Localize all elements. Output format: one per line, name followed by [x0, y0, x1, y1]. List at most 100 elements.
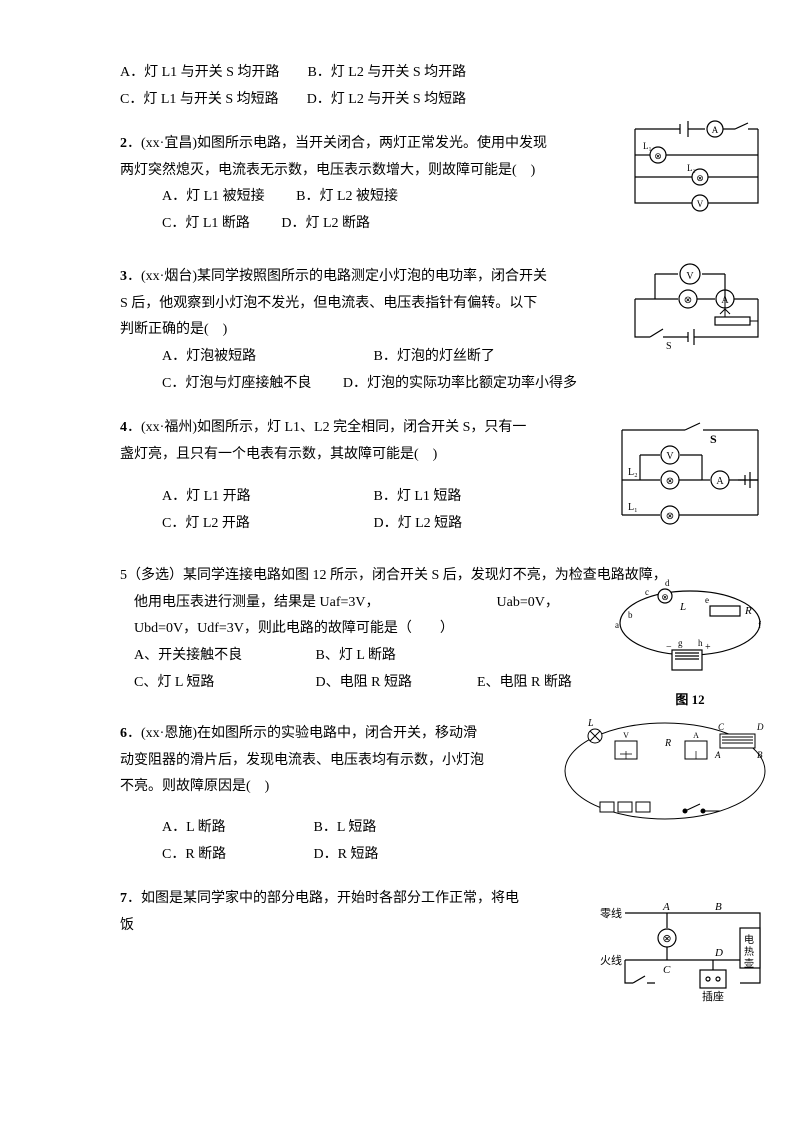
- svg-text:e: e: [705, 595, 709, 605]
- q5-stem-1: （多选）某同学连接电路如图 12 所示，闭合开关 S 后，发现灯不亮，为检查电路…: [127, 568, 667, 583]
- svg-text:⊗: ⊗: [666, 511, 674, 522]
- svg-text:f: f: [758, 620, 761, 630]
- q7-stem: ．如图是某同学家中的部分电路，开始时各部分工作正常，将电饭: [120, 891, 519, 933]
- q2-num: 2: [120, 136, 127, 151]
- q4-stem: ．(xx·福州)如图所示，灯 L1、L2 完全相同，闭合开关 S，只有一盏灯亮，…: [120, 420, 526, 462]
- svg-text:R: R: [744, 605, 752, 617]
- question-1-options: A．灯 L1 与开关 S 均开路 B．灯 L2 与开关 S 均开路 C．灯 L1…: [120, 60, 740, 113]
- q3-opt-c: C．灯泡与灯座接触不良: [162, 376, 311, 391]
- q5-opt-c: C、灯 L 短路: [134, 670, 284, 697]
- q6-opt-c: C．R 断路: [162, 842, 282, 869]
- svg-text:C: C: [663, 964, 671, 976]
- question-4: S V L₂ ⊗ A L₁ ⊗ 4．(xx·福州)如图所示，灯 L1、L2 完全…: [120, 415, 740, 545]
- q3-opt-a: A．灯泡被短路: [162, 344, 342, 371]
- svg-text:d: d: [665, 578, 670, 588]
- q5-opt-d: D、电阻 R 短路: [316, 670, 446, 697]
- svg-text:A: A: [662, 901, 670, 913]
- svg-text:V: V: [623, 731, 629, 740]
- q6-stem: ．(xx·恩施)在如图所示的实验电路中，闭合开关，移动滑动变阻器的滑片后，发现电…: [120, 726, 484, 794]
- question-2: A ⊗ L₁ ⊗ L₂ V 2．(xx·宜昌)如图所示电路，当开关闭合，两灯正常…: [120, 131, 740, 246]
- q1-row2: C．灯 L1 与开关 S 均短路 D．灯 L2 与开关 S 均短路: [120, 87, 740, 114]
- q7-circuit-figure: 零线 A B 电 热 壶 ⊗ 火线 C D 插座: [595, 898, 770, 1003]
- svg-text:−: −: [666, 642, 672, 653]
- question-6: L V A R C D A B 6．(xx·恩施)在如图所示的实验电路中，闭合开…: [120, 721, 740, 868]
- svg-text:⊗: ⊗: [654, 151, 662, 161]
- svg-text:A: A: [712, 125, 719, 135]
- q4-opt-b: B．灯 L1 短路: [374, 489, 462, 504]
- svg-text:R: R: [664, 738, 671, 749]
- svg-text:B: B: [757, 750, 763, 760]
- q3-num: 3: [120, 269, 127, 284]
- svg-text:L₂: L₂: [628, 467, 638, 478]
- q1-row1: A．灯 L1 与开关 S 均开路 B．灯 L2 与开关 S 均开路: [120, 60, 740, 87]
- q2-opt-b: B．灯 L2 被短接: [296, 189, 398, 204]
- q3-opt-b: B．灯泡的灯丝断了: [374, 349, 495, 364]
- q7-num: 7: [120, 891, 127, 906]
- svg-text:零线: 零线: [600, 906, 622, 920]
- q5-circuit-figure: ⊗ d L c R e f a b − + g h 图 12: [610, 578, 770, 713]
- q6-opt-d: D．R 短路: [314, 847, 379, 862]
- q6-num: 6: [120, 726, 127, 741]
- svg-text:A: A: [716, 476, 724, 487]
- q1-opt-d: D．灯 L2 与开关 S 均短路: [307, 87, 466, 114]
- svg-text:S: S: [666, 341, 672, 352]
- q4-num: 4: [120, 420, 127, 435]
- svg-text:B: B: [715, 901, 722, 913]
- q4-opt-d: D．灯 L2 短路: [374, 516, 463, 531]
- svg-text:h: h: [698, 638, 703, 648]
- svg-text:⊗: ⊗: [666, 476, 674, 487]
- svg-text:电: 电: [744, 933, 754, 946]
- svg-text:热: 热: [744, 945, 754, 958]
- svg-text:V: V: [686, 271, 694, 282]
- q6-circuit-figure: L V A R C D A B: [560, 716, 770, 831]
- svg-text:⊗: ⊗: [662, 933, 671, 945]
- q4-circuit-figure: S V L₂ ⊗ A L₁ ⊗: [610, 415, 770, 530]
- svg-text:+: +: [705, 642, 711, 653]
- svg-text:L₁: L₁: [628, 502, 638, 513]
- q6-opts-row2: C．R 断路 D．R 短路: [120, 842, 740, 869]
- svg-text:g: g: [678, 638, 683, 648]
- q1-opt-c: C．灯 L1 与开关 S 均短路: [120, 87, 279, 114]
- q2-circuit-figure: A ⊗ L₁ ⊗ L₂ V: [620, 111, 770, 221]
- q4-opt-a: A．灯 L1 开路: [162, 484, 342, 511]
- svg-text:壶: 壶: [744, 957, 754, 970]
- svg-text:A: A: [693, 731, 699, 740]
- question-7: 零线 A B 电 热 壶 ⊗ 火线 C D 插座 7．如图是某同学家中: [120, 886, 740, 996]
- q6-opt-a: A．L 断路: [162, 815, 282, 842]
- q5-stem-2: 他用电压表进行测量，结果是 Uaf=3V，: [134, 595, 380, 610]
- svg-text:⊗: ⊗: [696, 173, 704, 183]
- svg-text:火线: 火线: [600, 953, 622, 967]
- q2-opt-a: A．灯 L1 被短接: [162, 189, 265, 204]
- q5-stem-3: Uab=0V，: [497, 595, 559, 610]
- svg-text:D: D: [714, 947, 723, 959]
- svg-text:D: D: [756, 722, 764, 732]
- svg-text:L₁: L₁: [643, 141, 652, 151]
- q3-circuit-figure: V ⊗ A S: [620, 259, 770, 359]
- question-3: V ⊗ A S 3．(xx·烟台)某同学按照图所示的电路测定小灯泡的电功率，闭合…: [120, 264, 740, 397]
- q5-opt-a: A、开关接触不良: [134, 643, 284, 670]
- svg-text:L: L: [679, 601, 686, 613]
- q6-opt-b: B．L 短路: [314, 820, 377, 835]
- q2-stem: ．(xx·宜昌)如图所示电路，当开关闭合，两灯正常发光。使用中发现两灯突然熄灭，…: [120, 136, 547, 178]
- q2-opt-d: D．灯 L2 断路: [281, 216, 370, 231]
- svg-text:S: S: [710, 432, 717, 446]
- q5-fig-label: 图 12: [610, 688, 770, 713]
- svg-text:V: V: [697, 199, 704, 209]
- q5-opt-e: E、电阻 R 断路: [477, 675, 572, 690]
- svg-text:L₂: L₂: [687, 163, 696, 173]
- svg-text:V: V: [666, 451, 674, 462]
- q5-opt-b: B、灯 L 断路: [316, 648, 396, 663]
- q1-opt-a: A．灯 L1 与开关 S 均开路: [120, 60, 279, 87]
- svg-text:⊗: ⊗: [661, 592, 669, 602]
- q5-num: 5: [120, 568, 127, 583]
- q3-opts-row2: C．灯泡与灯座接触不良 D．灯泡的实际功率比额定功率小得多: [120, 371, 740, 398]
- question-5: ⊗ d L c R e f a b − + g h 图 12 5（多选）某同学连…: [120, 563, 740, 703]
- q5-stem-4: Ubd=0V，Udf=3V，则此电路的故障可能是（ ）: [134, 621, 454, 636]
- svg-text:⊗: ⊗: [684, 295, 692, 306]
- svg-text:a: a: [615, 620, 619, 630]
- q1-opt-b: B．灯 L2 与开关 S 均开路: [307, 60, 466, 87]
- q3-opt-d: D．灯泡的实际功率比额定功率小得多: [343, 376, 577, 391]
- svg-text:A: A: [714, 750, 721, 760]
- svg-text:C: C: [718, 722, 725, 732]
- q2-opt-c: C．灯 L1 断路: [162, 216, 250, 231]
